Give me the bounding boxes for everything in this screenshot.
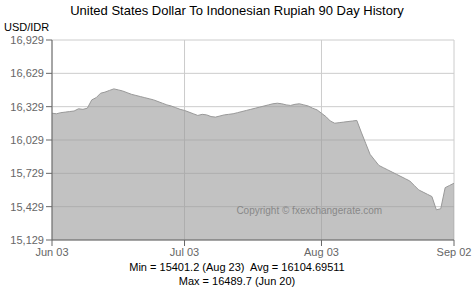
svg-text:16,629: 16,629 [10, 67, 44, 79]
svg-text:15,129: 15,129 [10, 234, 44, 246]
svg-text:15,429: 15,429 [10, 201, 44, 213]
svg-text:Sep 02: Sep 02 [437, 246, 466, 258]
html-text:Min = 15401.2 (Aug 23) Avg = 1: Min = 15401.2 (Aug 23) Avg = 16104.69511 [129, 261, 345, 273]
svg-text:16,329: 16,329 [10, 101, 44, 113]
html-text:USD/IDR: USD/IDR [4, 21, 50, 33]
svg-text:Jun 03: Jun 03 [35, 246, 68, 258]
svg-text:16,029: 16,029 [10, 134, 44, 146]
svg-text:16,929: 16,929 [10, 34, 44, 46]
svg-text:15,729: 15,729 [10, 167, 44, 179]
html-text:Copyright © fxexchangerate.com: Copyright © fxexchangerate.com [236, 204, 383, 216]
svg-text:Jul 03: Jul 03 [170, 246, 199, 258]
html-text:United States Dollar To Indone: United States Dollar To Indonesian Rupia… [70, 3, 404, 18]
html-text:Max = 16489.7 (Jun 20): Max = 16489.7 (Jun 20) [178, 275, 296, 287]
svg-text:Aug 03: Aug 03 [304, 246, 339, 258]
